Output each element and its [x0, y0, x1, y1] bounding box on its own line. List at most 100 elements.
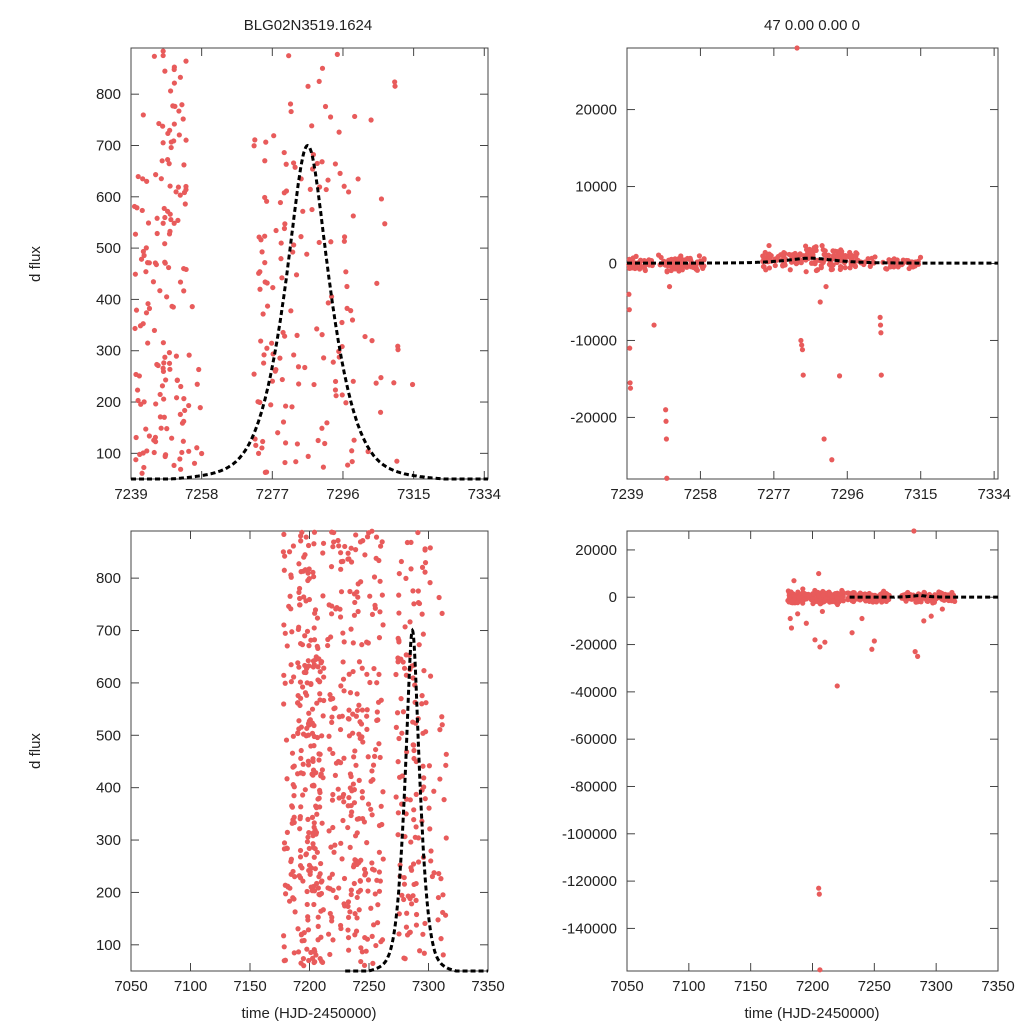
- data-point: [799, 342, 805, 348]
- data-point: [819, 243, 825, 249]
- data-point: [135, 173, 141, 180]
- data-point: [436, 870, 442, 877]
- data-point: [380, 856, 386, 862]
- data-point: [415, 859, 422, 865]
- data-point: [167, 211, 173, 217]
- data-point: [279, 275, 285, 281]
- data-point: [310, 658, 316, 664]
- data-point: [359, 707, 365, 713]
- data-point: [331, 539, 337, 545]
- data-point: [140, 176, 146, 182]
- data-point: [651, 322, 657, 328]
- data-point: [794, 45, 800, 51]
- data-point: [431, 788, 437, 794]
- data-point: [140, 450, 146, 456]
- data-point: [303, 852, 309, 858]
- data-point: [281, 531, 287, 537]
- data-point: [326, 733, 332, 739]
- data-point: [160, 340, 166, 346]
- x-tick-label: 7300: [919, 978, 952, 995]
- data-point: [335, 786, 341, 792]
- data-point: [345, 903, 351, 909]
- data-point: [167, 366, 173, 372]
- data-points: [131, 48, 416, 476]
- data-point: [178, 466, 184, 472]
- data-point: [345, 803, 351, 809]
- y-tick-label: -60000: [570, 731, 617, 748]
- data-point: [333, 894, 339, 901]
- data-point: [766, 242, 772, 249]
- data-point: [320, 540, 327, 546]
- data-point: [830, 598, 837, 604]
- data-point: [296, 381, 302, 387]
- y-tick-label: -140000: [562, 920, 617, 937]
- data-point: [288, 572, 294, 578]
- data-point: [335, 537, 341, 544]
- data-point: [352, 911, 358, 917]
- data-point: [143, 269, 149, 275]
- data-point: [304, 725, 310, 731]
- data-point: [288, 662, 294, 668]
- data-point: [347, 690, 354, 696]
- data-point: [311, 824, 317, 830]
- data-point: [293, 459, 299, 465]
- data-point: [282, 891, 289, 897]
- data-point: [662, 262, 669, 268]
- data-point: [303, 534, 309, 540]
- data-point: [394, 710, 401, 716]
- data-point: [305, 577, 311, 584]
- data-point: [295, 949, 302, 955]
- data-point: [329, 797, 336, 803]
- data-point: [350, 781, 356, 787]
- data-point: [319, 767, 325, 773]
- data-point: [298, 538, 304, 544]
- data-point: [345, 824, 351, 831]
- data-point: [663, 407, 669, 413]
- data-point: [787, 267, 793, 273]
- data-point: [829, 594, 835, 600]
- data-point: [143, 310, 150, 316]
- data-point: [139, 207, 145, 214]
- data-point: [315, 914, 321, 920]
- data-point: [295, 364, 302, 370]
- data-point: [337, 550, 344, 556]
- data-point: [257, 286, 263, 292]
- data-point: [343, 400, 349, 406]
- data-point: [269, 378, 276, 384]
- data-point: [337, 760, 344, 766]
- data-point: [883, 265, 889, 272]
- x-tick-label: 7250: [352, 978, 385, 995]
- data-point: [298, 960, 304, 966]
- data-point: [800, 372, 806, 378]
- data-point: [161, 205, 167, 212]
- data-point: [664, 475, 670, 481]
- data-point: [338, 589, 345, 595]
- data-point: [822, 598, 828, 604]
- data-point: [346, 794, 352, 801]
- data-point: [345, 927, 351, 933]
- data-point: [627, 385, 634, 391]
- data-point: [151, 327, 158, 334]
- x-tick-label: 7296: [326, 486, 359, 503]
- data-point: [340, 817, 346, 824]
- data-point: [277, 355, 283, 361]
- data-point: [348, 812, 354, 819]
- data-point: [700, 265, 706, 271]
- data-point: [789, 598, 796, 604]
- data-point: [399, 892, 405, 898]
- data-point: [161, 414, 167, 420]
- data-point: [403, 575, 409, 581]
- data-point: [341, 639, 347, 645]
- data-point: [417, 948, 423, 954]
- data-point: [298, 533, 304, 539]
- data-point: [278, 256, 284, 262]
- data-point: [309, 814, 316, 820]
- y-tick-label: 800: [96, 570, 121, 587]
- data-point: [329, 529, 335, 535]
- data-point: [281, 944, 287, 950]
- data-point: [298, 804, 304, 810]
- y-tick-label: -20000: [570, 637, 617, 654]
- data-point: [177, 456, 183, 462]
- data-point: [311, 743, 317, 749]
- data-point: [443, 835, 449, 841]
